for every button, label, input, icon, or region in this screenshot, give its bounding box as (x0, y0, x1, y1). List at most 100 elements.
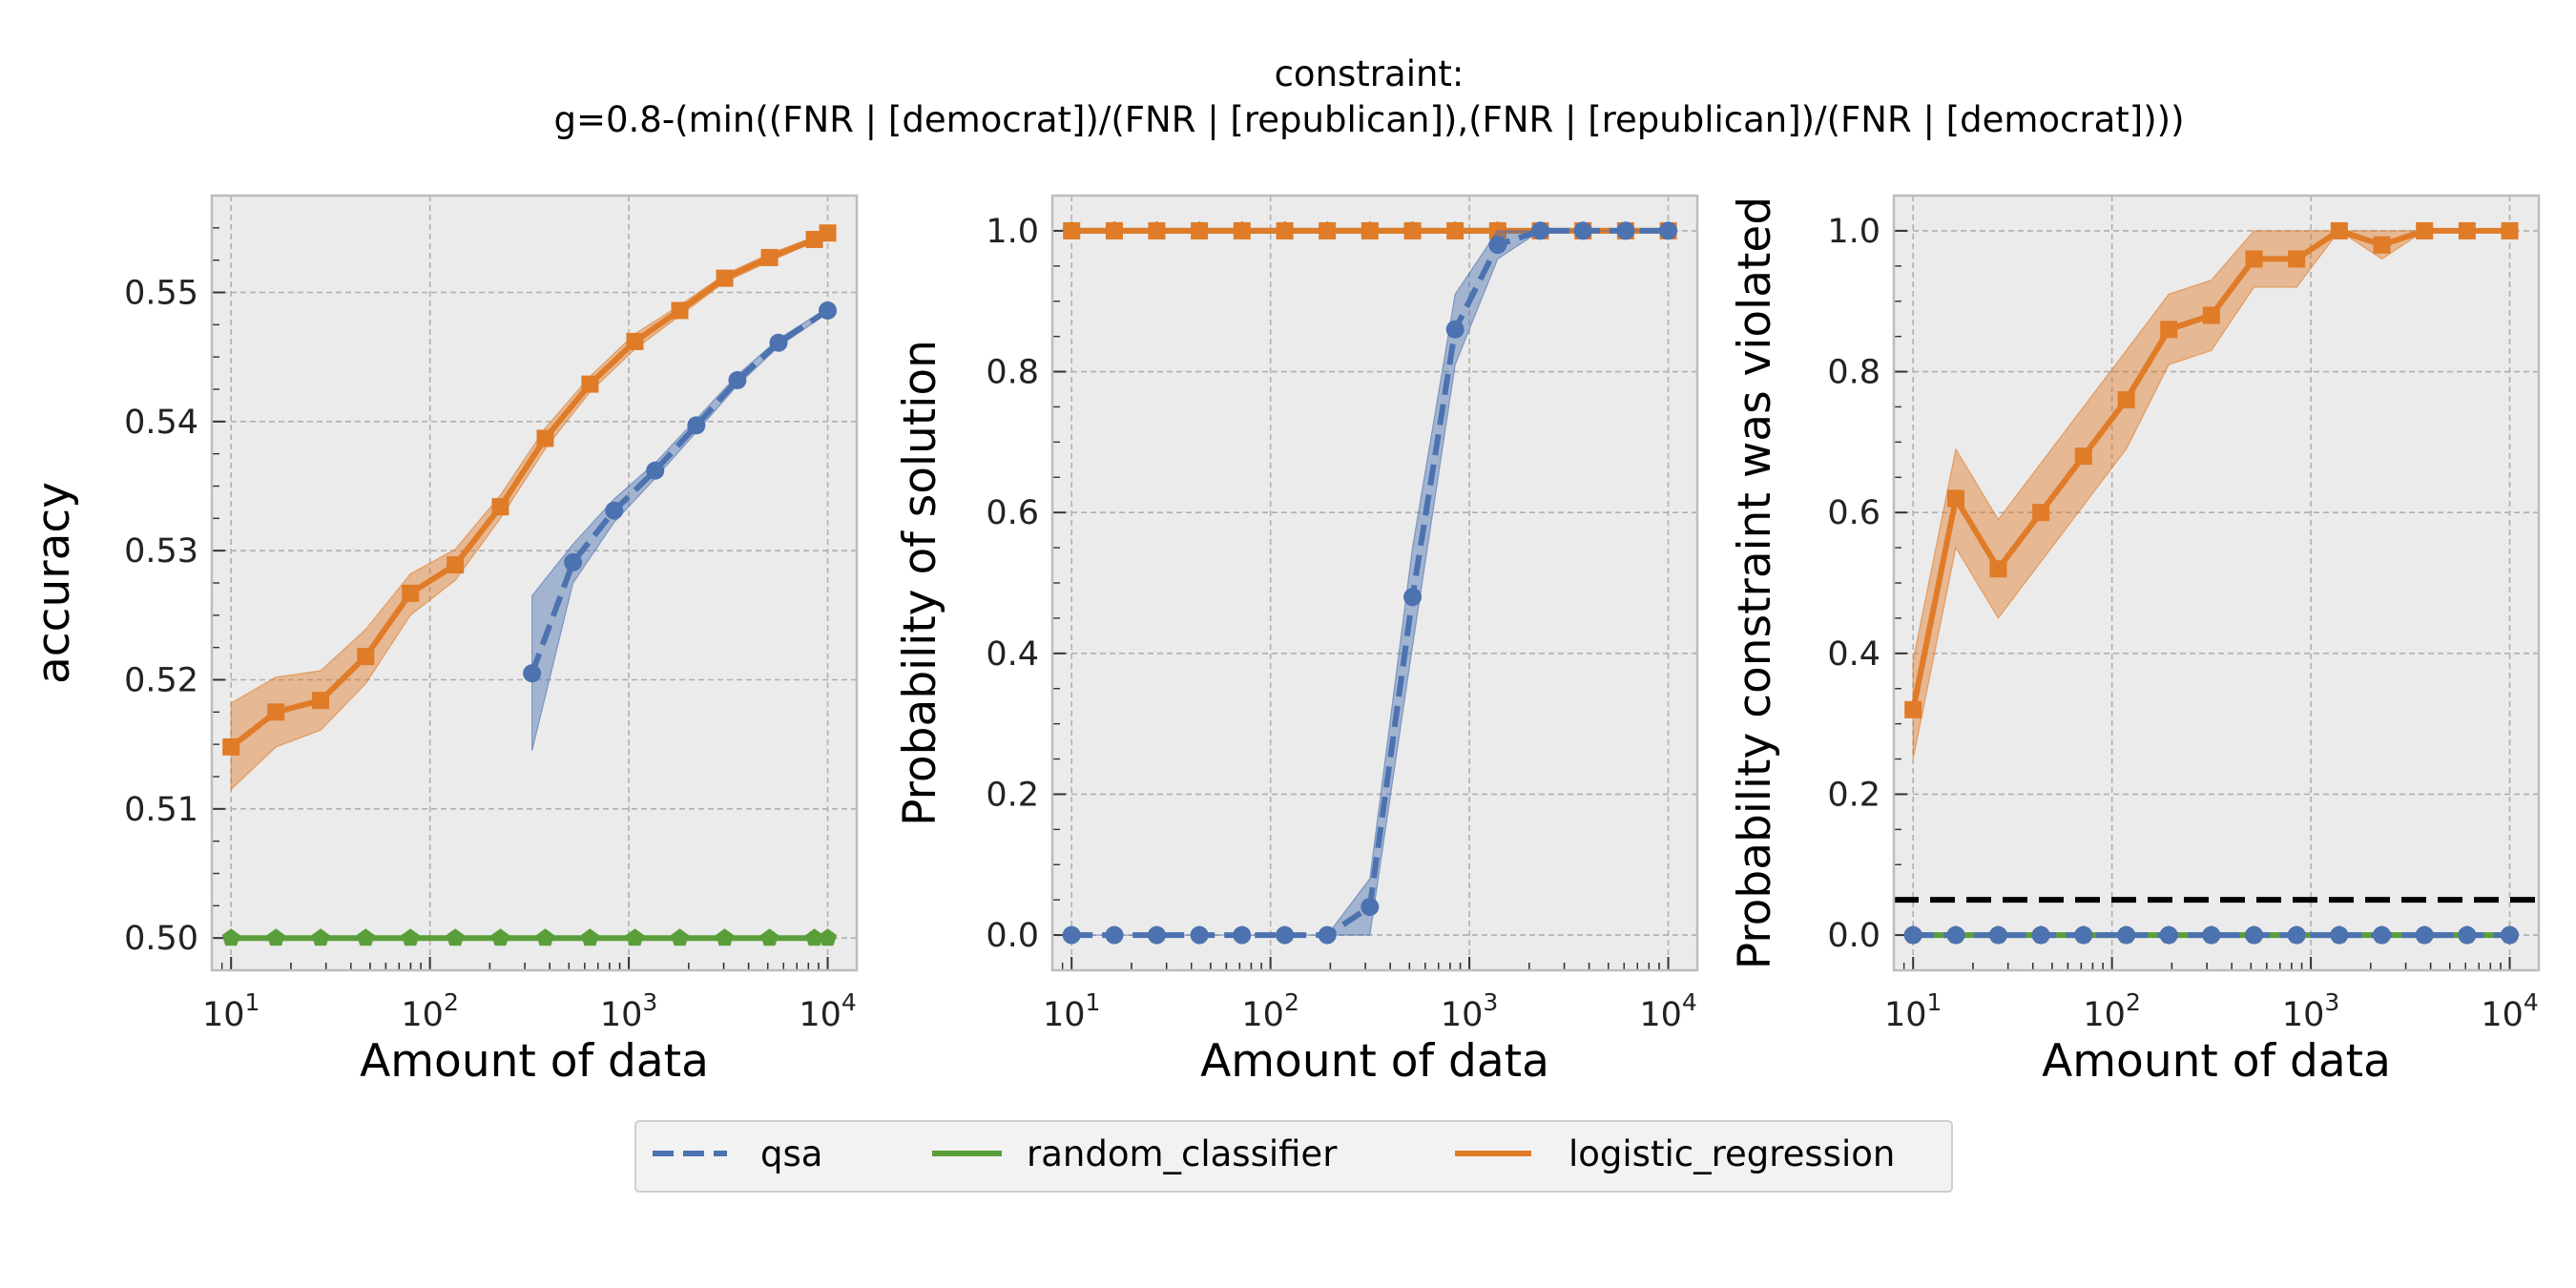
data-point (1233, 221, 1251, 239)
data-point (2416, 221, 2434, 239)
plot-area (1894, 196, 2539, 970)
data-point (1148, 221, 1166, 239)
data-point (523, 664, 542, 683)
data-point (2074, 925, 2093, 945)
data-point (1062, 925, 1081, 945)
y-tick-label: 1.0 (986, 213, 1039, 251)
data-point (1573, 221, 1592, 240)
data-point (311, 928, 330, 946)
data-point (1659, 221, 1678, 240)
data-point (819, 224, 837, 242)
data-point (716, 928, 734, 946)
x-tick-label: 103 (600, 988, 657, 1034)
x-tick-label: 104 (2481, 988, 2538, 1034)
data-layer (221, 224, 838, 946)
data-point (671, 301, 689, 320)
data-point (2501, 925, 2520, 945)
legend-item-logistic_regression: logistic_regression (1455, 1133, 1895, 1174)
data-point (1191, 221, 1209, 239)
series-qsa (1903, 925, 2520, 945)
data-point (2415, 925, 2434, 945)
panel-1: 101 102 103 104 0.50 0.51 0.52 0.53 0.54 0.55 Amou… (28, 194, 859, 1088)
legend-box (634, 1120, 1953, 1193)
y-axis-label: Probability of solution (894, 340, 946, 826)
x-tick-label: 104 (799, 988, 856, 1034)
data-point (312, 692, 330, 710)
data-point (1488, 236, 1507, 255)
data-point (1105, 221, 1123, 239)
data-point (222, 737, 240, 756)
y-tick-label: 0.55 (124, 275, 198, 313)
x-axis-label: Amount of data (2042, 1035, 2391, 1088)
data-point (2032, 504, 2050, 522)
data-point (769, 333, 788, 352)
y-tick-label: 0.0 (986, 917, 1039, 955)
legend-label: random_classifier (1027, 1133, 1338, 1174)
data-point (1989, 560, 2007, 578)
data-layer (1062, 220, 1678, 945)
data-point (2160, 321, 2178, 339)
data-point (728, 371, 747, 390)
figure-title-line-2: g=0.8-(min((FNR | [democrat])/(FNR | [re… (553, 99, 2184, 140)
data-point (490, 928, 509, 946)
data-point (1946, 489, 1964, 508)
panel-3: 101 102 103 104 0.0 0.2 0.4 0.6 0.8 1.0 Amount of … (1729, 194, 2541, 1088)
series-qsa (523, 301, 838, 752)
data-point (2074, 447, 2092, 466)
data-point (1319, 221, 1337, 239)
series-logistic_regression (222, 224, 837, 791)
data-point (1190, 925, 1209, 945)
data-point (2031, 925, 2050, 945)
data-point (805, 231, 823, 249)
y-tick-label: 0.2 (986, 776, 1039, 814)
data-point (1233, 925, 1252, 945)
y-tick-label: 0.53 (124, 532, 198, 571)
data-point (2159, 925, 2178, 945)
data-point (1063, 221, 1081, 239)
x-tick-label: 102 (401, 988, 458, 1034)
y-tick-label: 0.6 (1827, 494, 1880, 532)
data-point (357, 648, 375, 666)
x-tick-label: 101 (202, 988, 260, 1034)
legend: qsa random_classifier logistic_regression (634, 1120, 1953, 1193)
data-point (671, 928, 689, 946)
data-point (447, 556, 465, 574)
data-point (605, 501, 624, 520)
x-tick-label: 102 (2083, 988, 2140, 1034)
legend-label: qsa (760, 1133, 822, 1174)
x-tick-label: 104 (1639, 988, 1696, 1034)
data-point (626, 928, 644, 946)
y-tick-label: 0.0 (1827, 917, 1880, 955)
data-point (1445, 320, 1465, 339)
series-qsa (1062, 221, 1678, 945)
data-point (267, 703, 285, 721)
x-tick-label: 103 (1441, 988, 1498, 1034)
data-point (581, 375, 599, 393)
data-point (564, 552, 583, 571)
data-point (1105, 925, 1124, 945)
data-point (536, 928, 554, 946)
data-point (1904, 700, 1922, 718)
data-point (716, 269, 734, 287)
y-tick-label: 0.2 (1827, 776, 1880, 814)
data-point (1361, 221, 1379, 239)
data-point (491, 498, 509, 516)
data-point (2288, 250, 2306, 268)
y-tick-label: 0.8 (1827, 354, 1880, 392)
y-axis-label: Probability constraint was violated (1729, 197, 1781, 969)
data-point (1616, 221, 1635, 240)
data-point (402, 584, 420, 602)
data-point (580, 928, 599, 946)
data-point (2245, 925, 2264, 945)
data-point (760, 928, 779, 946)
data-point (1531, 221, 1550, 240)
y-tick-label: 0.52 (124, 662, 198, 700)
data-point (356, 928, 375, 946)
y-tick-label: 0.4 (986, 635, 1039, 674)
data-point (1403, 588, 1423, 607)
data-point (1276, 221, 1294, 239)
panel-2: 101 102 103 104 0.0 0.2 0.4 0.6 0.8 1.0 Amount of … (894, 194, 1699, 1088)
data-point (2287, 925, 2306, 945)
x-axis-label: Amount of data (1200, 1035, 1549, 1088)
